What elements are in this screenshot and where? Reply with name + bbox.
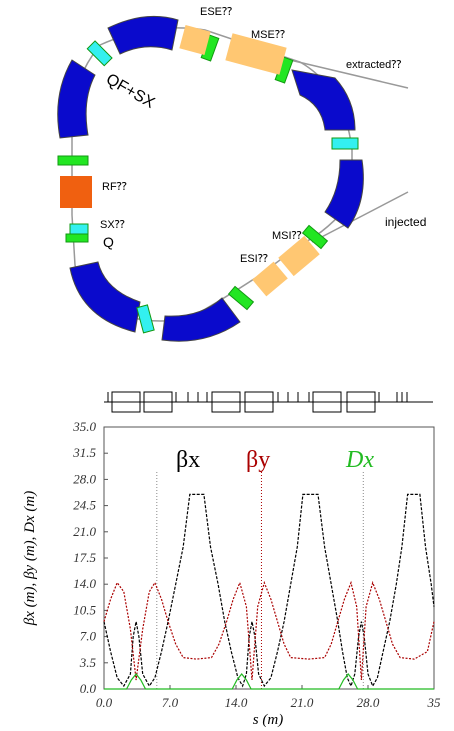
- x-tick-label: 28.0: [357, 695, 380, 710]
- dipole-left-upper: [57, 59, 96, 139]
- y-tick-label: 17.5: [73, 550, 96, 565]
- sextupole-left: [69, 223, 89, 235]
- sextupole-top-left: [86, 40, 113, 67]
- lattice-elements: [107, 391, 408, 413]
- label-msi: MSI⁇: [272, 230, 302, 242]
- quad-left-1: [57, 155, 89, 166]
- label-ese: ESE⁇: [200, 6, 232, 18]
- y-tick-label: 35.0: [72, 419, 96, 434]
- y-tick-label: 24.5: [73, 498, 96, 513]
- x-tick-label: 0.0: [96, 695, 113, 710]
- legend-beta-x: βx: [176, 447, 200, 473]
- septum-mse: [225, 33, 287, 75]
- extraction-line: [289, 59, 409, 89]
- optics-function-plot: 0.0 3.5 7.0 10.5 14.0 17.5 21.0 24.5 28.0 31.5 35.…: [22, 391, 441, 728]
- series-line-beta-y: [103, 580, 435, 681]
- sextupole-right: [331, 137, 359, 150]
- y-tick-label: 28.0: [73, 471, 96, 486]
- label-sx: SX⁇: [100, 219, 125, 231]
- septum-msi: [278, 235, 320, 277]
- lattice-strip: [104, 391, 433, 413]
- dipole-top-left: [107, 15, 179, 55]
- injection-line: [311, 191, 409, 243]
- label-injected: injected: [385, 215, 426, 229]
- septum-ese: [179, 25, 211, 55]
- x-tick-label: 35: [427, 695, 442, 710]
- legend-beta-y: βy: [246, 447, 270, 473]
- y-tick-labels: 0.0 3.5 7.0 10.5 14.0 17.5 21.0 24.5 28.0 31.5 35.…: [72, 419, 108, 696]
- x-tick-label: 21.0: [291, 695, 314, 710]
- dipole-right-lower: [324, 159, 364, 229]
- synchrotron-ring-diagram: ESE⁇ MSE⁇ extracted⁇ QF+SX RF⁇ SX⁇ Q inj…: [57, 6, 426, 342]
- vertical-markers: [156, 472, 364, 689]
- y-tick-label: 21.0: [73, 524, 96, 539]
- quad-left-2: [65, 233, 89, 243]
- series-line-dispersion-x: [104, 673, 434, 690]
- rf-cavity: [60, 176, 92, 208]
- y-tick-label: 31.5: [72, 445, 96, 460]
- y-tick-label: 14.0: [73, 576, 96, 591]
- dipole-bottom: [161, 297, 241, 342]
- label-extracted: extracted⁇: [346, 59, 401, 71]
- label-esi: ESI⁇: [240, 253, 268, 265]
- x-axis-label: s (m): [253, 712, 283, 728]
- legend: βx βy Dx: [176, 447, 374, 473]
- y-axis-label: βx (m), βy (m), Dx (m): [22, 491, 38, 626]
- dipole-right-upper: [291, 69, 356, 131]
- y-tick-label: 3.5: [79, 655, 97, 670]
- y-tick-label: 10.5: [73, 602, 96, 617]
- label-mse: MSE⁇: [251, 29, 285, 41]
- label-qf-sx: QF+SX: [103, 71, 158, 112]
- x-tick-label: 14.0: [225, 695, 248, 710]
- septum-esi: [252, 261, 288, 297]
- dipole-bottom-left: [69, 261, 141, 333]
- y-tick-label: 7.0: [80, 629, 97, 644]
- x-tick-label: 7.0: [162, 695, 179, 710]
- quad-right-1: [301, 224, 329, 250]
- label-q: Q: [103, 234, 114, 250]
- label-rf: RF⁇: [102, 181, 127, 193]
- legend-dx: Dx: [345, 447, 374, 473]
- y-tick-label: 0.0: [80, 681, 97, 696]
- series-line-beta-x: [103, 493, 435, 688]
- quad-right-2: [227, 285, 255, 311]
- x-tick-labels: 0.0 7.0 14.0 21.0 28.0 35: [96, 685, 441, 710]
- sextupole-bottom: [136, 304, 155, 334]
- optics-curves: [103, 493, 435, 690]
